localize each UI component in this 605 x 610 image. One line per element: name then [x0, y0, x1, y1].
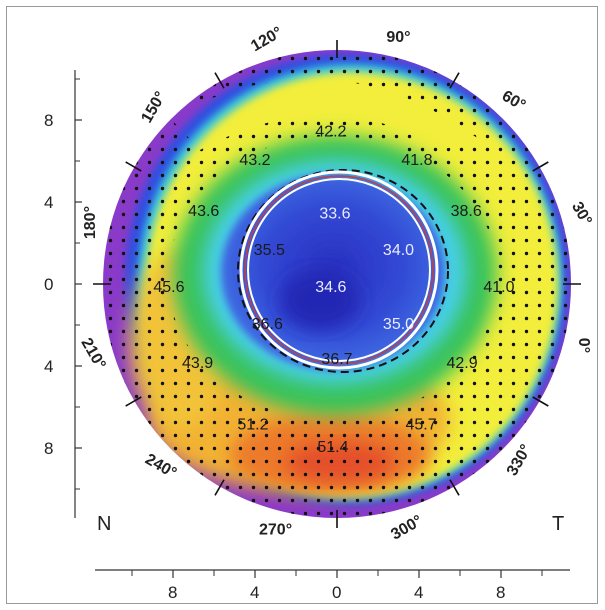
- rim-tick: [532, 161, 549, 172]
- figure-frame: [6, 6, 598, 604]
- y-tick-label: 4: [44, 193, 53, 212]
- y-tick-label: 8: [44, 111, 53, 130]
- curvature-value: 45.7: [405, 416, 436, 433]
- angle-label: 0°: [575, 338, 592, 353]
- curvature-value: 51.2: [237, 416, 268, 433]
- temporal-label: T: [552, 513, 564, 535]
- curvature-value: 43.6: [188, 203, 219, 220]
- y-tick-label: 8: [44, 439, 53, 458]
- angle-label: 150°: [138, 89, 169, 126]
- curvature-value: 36.7: [321, 351, 352, 368]
- rim-tick: [449, 72, 460, 89]
- pupil-rings: [237, 169, 449, 373]
- rim-tick: [125, 396, 142, 407]
- x-tick-label: 0: [332, 583, 341, 602]
- curvature-value: 43.2: [239, 152, 270, 169]
- curvature-value: 42.2: [315, 123, 346, 140]
- curvature-value: 35.0: [383, 316, 414, 333]
- y-tick-label: 4: [44, 357, 53, 376]
- angle-label: 120°: [248, 24, 285, 55]
- angle-label: 60°: [499, 88, 528, 115]
- left-axis: 8 4 0 4 8: [44, 70, 82, 518]
- curvature-value: 45.6: [153, 279, 184, 296]
- curvature-value: 36.6: [252, 316, 283, 333]
- rim-tick: [214, 72, 225, 89]
- angle-label: 270°: [259, 522, 292, 539]
- curvature-value: 41.8: [401, 152, 432, 169]
- angle-label: 300°: [388, 512, 425, 543]
- curvature-value: 51.4: [317, 439, 348, 456]
- rim-tick: [214, 479, 225, 496]
- rim-ticks: [93, 40, 581, 528]
- curvature-disk: [103, 50, 571, 518]
- angle-label: 30°: [568, 199, 595, 228]
- curvature-value: 41.0: [483, 279, 514, 296]
- curvature-value: 34.6: [315, 279, 346, 296]
- curvature-value: 38.6: [451, 203, 482, 220]
- angle-label: 180°: [82, 206, 99, 239]
- angle-label: 210°: [77, 335, 108, 372]
- x-tick-label: 8: [496, 583, 505, 602]
- curvature-value: 34.0: [383, 242, 414, 259]
- rim-tick: [532, 396, 549, 407]
- x-tick-label: 4: [414, 583, 423, 602]
- angle-label: 330°: [504, 442, 535, 479]
- bottom-axis: 8 4 0 4 8: [95, 569, 570, 602]
- curvature-value: 35.5: [254, 242, 285, 259]
- angle-label: 240°: [142, 451, 179, 482]
- nasal-label: N: [97, 513, 111, 535]
- curvature-value: 33.6: [319, 205, 350, 222]
- rim-tick: [125, 161, 142, 172]
- x-tick-label: 4: [250, 583, 259, 602]
- curvature-value: 42.9: [446, 355, 477, 372]
- curvature-value: 43.9: [182, 355, 213, 372]
- x-tick-label: 8: [168, 583, 177, 602]
- y-tick-label: 0: [44, 275, 53, 294]
- rim-tick: [449, 479, 460, 496]
- angle-label: 90°: [386, 29, 410, 46]
